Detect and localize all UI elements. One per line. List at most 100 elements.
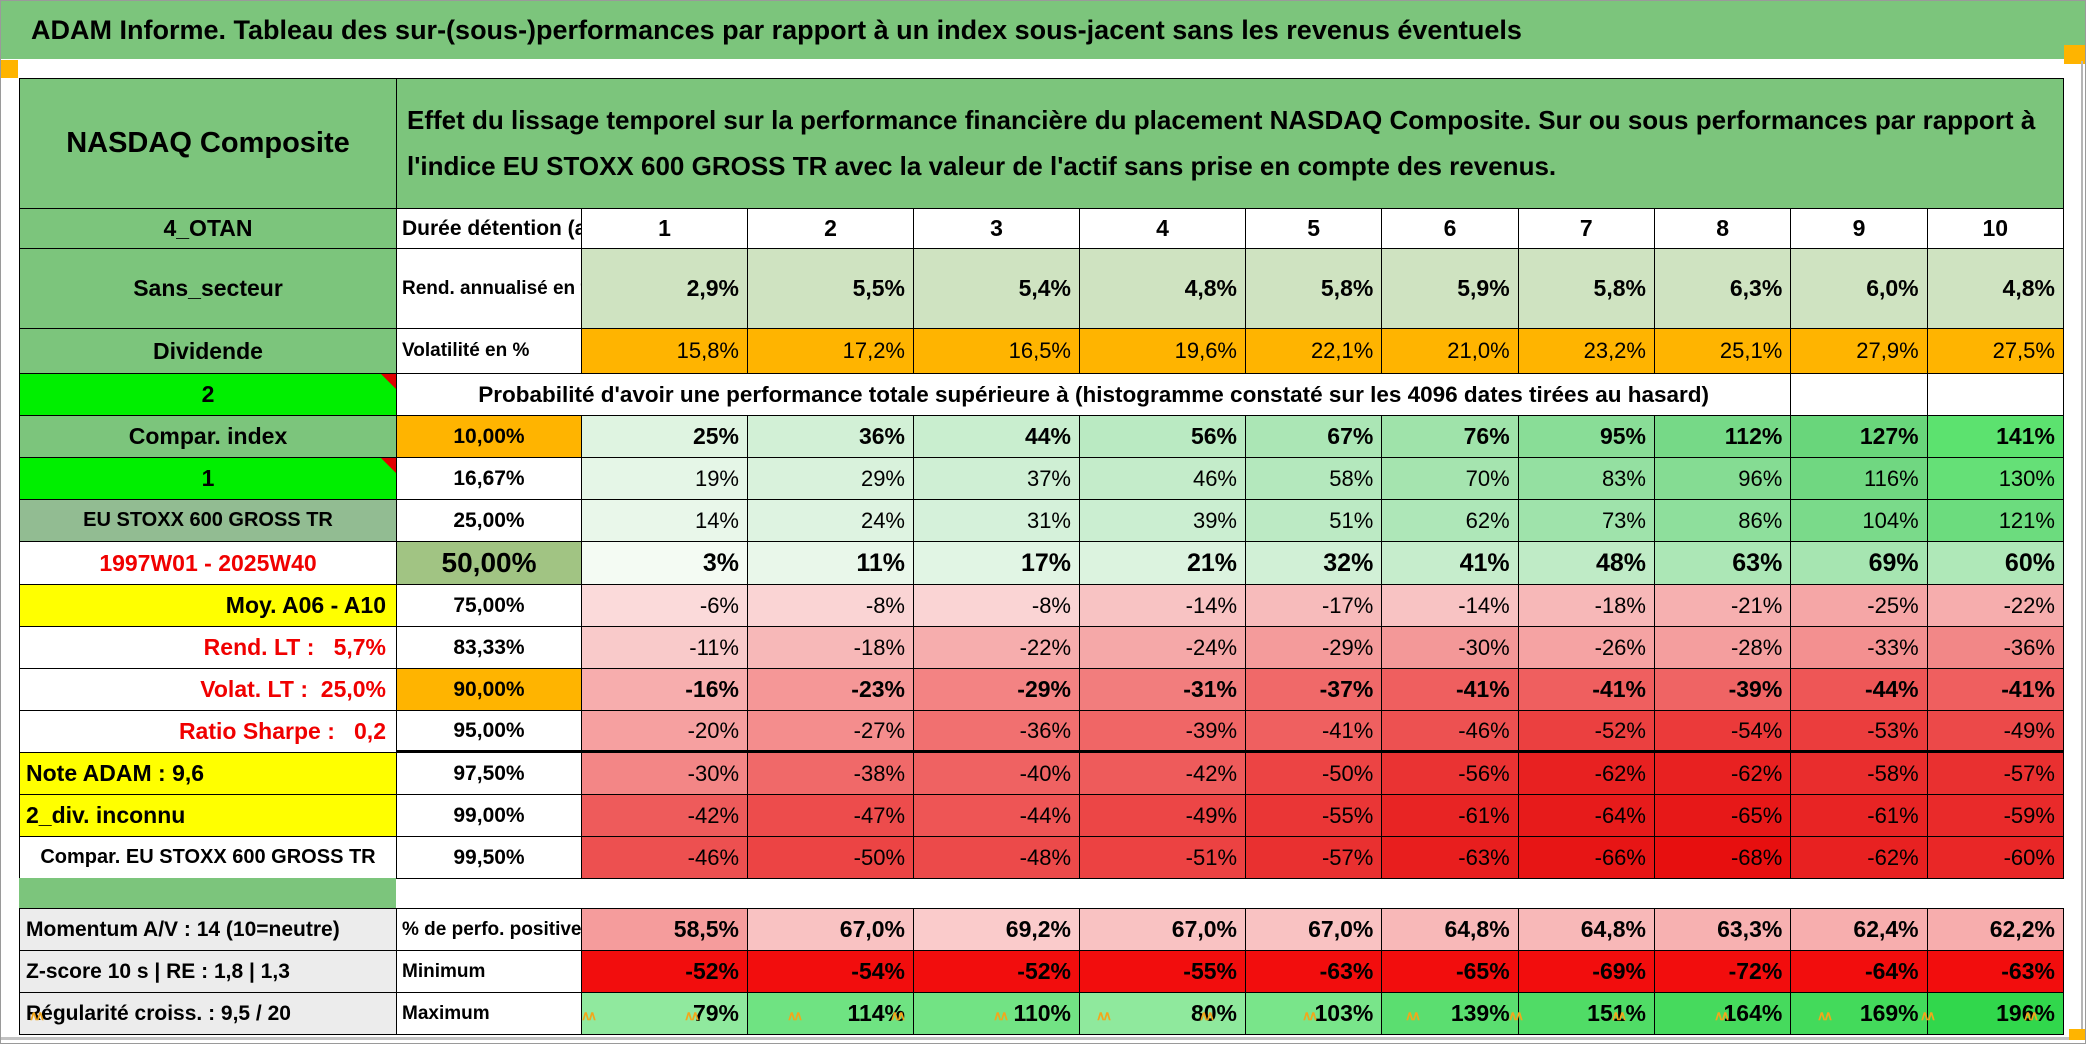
data-cell[interactable]: 4,8% [1927,249,2064,329]
data-cell[interactable]: 141% [1927,416,2064,458]
data-cell[interactable]: -57% [1246,837,1383,879]
data-cell[interactable]: -11% [582,627,748,669]
data-cell[interactable]: 58,5% [582,909,748,951]
data-cell[interactable]: 112% [1654,416,1792,458]
data-cell[interactable]: -21% [1654,585,1792,627]
data-cell[interactable]: -47% [748,795,914,837]
data-cell[interactable]: 63,3% [1654,909,1792,951]
row-b-label[interactable]: 10,00% [397,416,582,458]
row-b-label[interactable]: Minimum [397,951,582,993]
data-cell[interactable]: -53% [1791,711,1928,753]
row-b-label[interactable]: Volatilité en % [397,329,582,374]
data-cell[interactable]: -27% [748,711,914,753]
data-cell[interactable]: -39% [1654,669,1792,711]
data-cell[interactable]: -25% [1791,585,1928,627]
data-cell[interactable]: 4,8% [1080,249,1246,329]
data-cell[interactable]: 48% [1518,542,1655,585]
row-b-label[interactable]: 97,50% [397,753,582,795]
row-a-label[interactable]: Compar. EU STOXX 600 GROSS TR [20,837,397,879]
data-cell[interactable]: -14% [1382,585,1519,627]
row-b-label[interactable]: 83,33% [397,627,582,669]
data-cell[interactable]: 46% [1080,458,1246,500]
duration-col-header[interactable]: 10 [1927,209,2064,249]
duration-col-header[interactable]: 4 [1080,209,1246,249]
data-cell[interactable]: 6,0% [1791,249,1928,329]
data-cell[interactable]: 62% [1382,500,1519,542]
row-b-label[interactable]: % de perfo. positive [397,909,582,951]
data-cell[interactable]: 39% [1080,500,1246,542]
data-cell[interactable]: -41% [1927,669,2064,711]
data-cell[interactable]: -30% [582,753,748,795]
data-cell[interactable]: -44% [1791,669,1928,711]
data-cell[interactable]: 11% [748,542,914,585]
data-cell[interactable]: 58% [1246,458,1383,500]
data-cell[interactable]: 44% [914,416,1080,458]
data-cell[interactable]: 79% [582,993,748,1035]
data-cell[interactable]: 67,0% [748,909,914,951]
data-cell[interactable]: -54% [748,951,914,993]
data-cell[interactable]: -52% [914,951,1080,993]
data-cell[interactable]: -29% [914,669,1080,711]
data-cell[interactable]: -63% [1246,951,1383,993]
data-cell[interactable]: 2,9% [582,249,748,329]
data-cell[interactable]: -41% [1382,669,1519,711]
asset-name-cell[interactable]: NASDAQ Composite [20,79,397,209]
data-cell[interactable]: 14% [582,500,748,542]
probability-note-cell[interactable]: Probabilité d'avoir une performance tota… [397,374,1792,416]
data-cell[interactable]: 116% [1791,458,1928,500]
data-cell[interactable]: -54% [1654,711,1792,753]
data-cell[interactable]: 32% [1246,542,1383,585]
data-cell[interactable]: 17% [914,542,1080,585]
data-cell[interactable]: 139% [1382,993,1519,1035]
data-cell[interactable]: 62,2% [1927,909,2064,951]
data-cell[interactable]: -59% [1927,795,2064,837]
data-cell[interactable]: 83% [1518,458,1655,500]
row-a-label[interactable]: Note ADAM : 9,6 [20,753,397,795]
data-cell[interactable]: -20% [582,711,748,753]
row-a-label[interactable]: 1997W01 - 2025W40 [20,542,397,585]
data-cell[interactable]: 17,2% [748,329,914,374]
data-cell[interactable]: 51% [1246,500,1383,542]
data-cell[interactable]: 164% [1654,993,1792,1035]
data-cell[interactable]: 36% [748,416,914,458]
data-cell[interactable]: -56% [1382,753,1519,795]
data-cell[interactable]: 31% [914,500,1080,542]
row-b-label[interactable]: 95,00% [397,711,582,753]
data-cell[interactable]: 67,0% [1246,909,1383,951]
data-cell[interactable]: 23,2% [1518,329,1655,374]
data-cell[interactable]: 67,0% [1080,909,1246,951]
data-cell[interactable]: 73% [1518,500,1655,542]
row-a-label[interactable]: Compar. index [20,416,397,458]
data-cell[interactable]: 86% [1654,500,1792,542]
data-cell[interactable]: 24% [748,500,914,542]
data-cell[interactable]: -39% [1080,711,1246,753]
data-cell[interactable]: 130% [1927,458,2064,500]
row-a-label[interactable]: 2 [20,374,397,416]
data-cell[interactable]: -65% [1382,951,1519,993]
data-cell[interactable]: -60% [1927,837,2064,879]
data-cell[interactable]: -46% [582,837,748,879]
sheet-title[interactable]: ADAM Informe. Tableau des sur-(sous-)per… [1,1,2085,59]
data-cell[interactable]: 151% [1518,993,1655,1035]
data-cell[interactable]: 25,1% [1654,329,1792,374]
data-cell[interactable]: 21% [1080,542,1246,585]
duration-col-header[interactable]: 7 [1518,209,1655,249]
data-cell[interactable]: 27,9% [1791,329,1928,374]
data-cell[interactable]: 5,5% [748,249,914,329]
row-a-label[interactable]: 2_div. inconnu [20,795,397,837]
data-cell[interactable]: -55% [1246,795,1383,837]
data-cell[interactable]: -65% [1654,795,1792,837]
data-cell[interactable]: -72% [1654,951,1792,993]
data-cell[interactable]: 37% [914,458,1080,500]
data-cell[interactable]: -52% [582,951,748,993]
data-cell[interactable]: -22% [914,627,1080,669]
row-a-label[interactable]: Moy. A06 - A10 [20,585,397,627]
duration-col-header[interactable]: 2 [748,209,914,249]
data-cell[interactable]: -33% [1791,627,1928,669]
data-cell[interactable]: -23% [748,669,914,711]
data-cell[interactable]: 21,0% [1382,329,1519,374]
row-a-label[interactable]: Sans_secteur [20,249,397,329]
cell-4otan[interactable]: 4_OTAN [20,209,397,249]
duration-col-header[interactable]: 9 [1791,209,1928,249]
data-cell[interactable]: -61% [1382,795,1519,837]
